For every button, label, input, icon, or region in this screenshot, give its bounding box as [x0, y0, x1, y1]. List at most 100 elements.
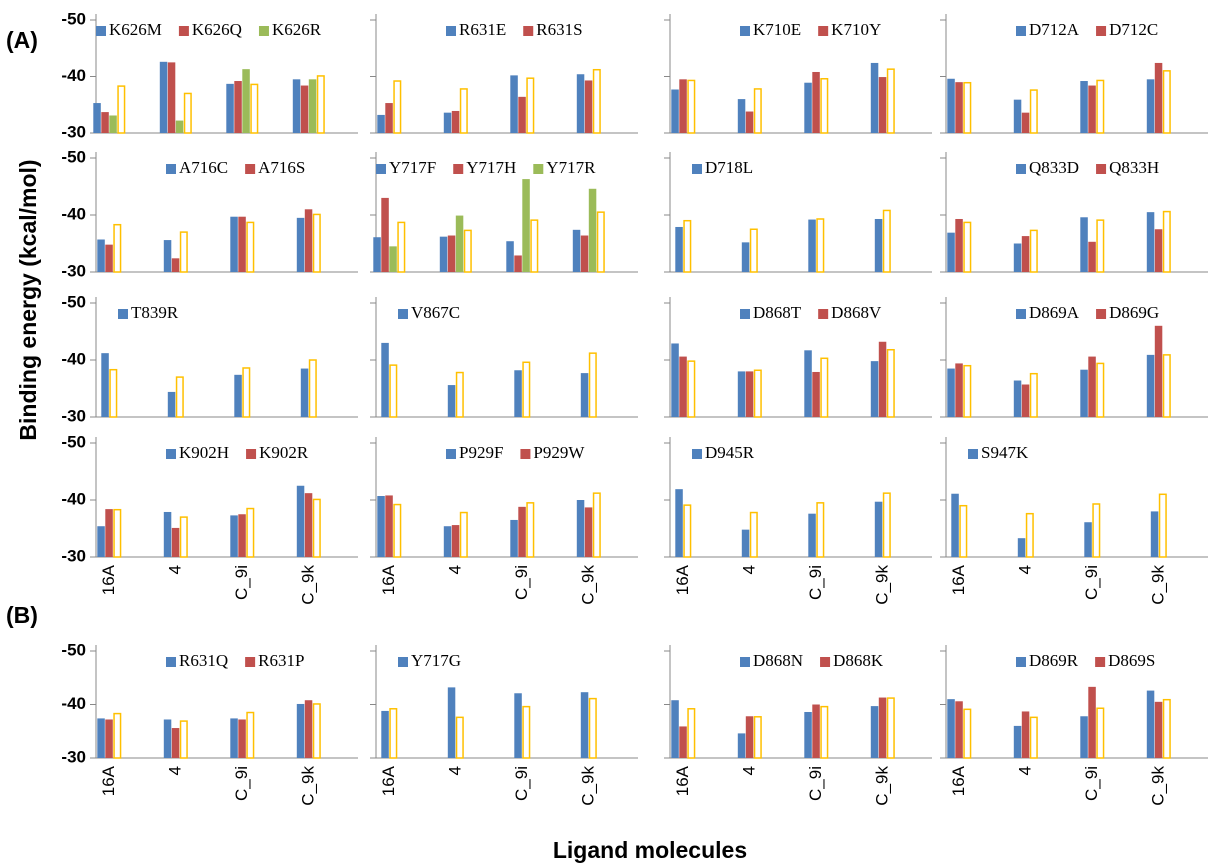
legend-label: P929F [459, 443, 503, 462]
legend-swatch [740, 657, 750, 667]
bar [514, 693, 522, 758]
x-tick-label: 16A [379, 765, 398, 796]
panel-a-label: (A) [6, 27, 38, 53]
bar [377, 496, 385, 557]
bar [580, 692, 589, 758]
bar [234, 374, 242, 417]
bar [296, 703, 305, 758]
bar [1092, 503, 1101, 558]
legend-swatch [818, 309, 829, 319]
legend-label: Q833H [1109, 158, 1159, 177]
bar [93, 103, 101, 133]
bar [679, 726, 687, 758]
bar [1080, 81, 1088, 133]
bar [1146, 690, 1155, 758]
x-tick-label: C_9k [872, 766, 891, 806]
legend-label: D868K [833, 651, 884, 670]
bar [451, 110, 460, 133]
bar [963, 364, 972, 418]
bar [105, 244, 113, 272]
legend-swatch [533, 164, 544, 174]
bar [163, 511, 172, 557]
bar [745, 371, 754, 417]
bar [1021, 711, 1030, 758]
bar [749, 511, 758, 558]
x-tick-label: C_9i [232, 766, 251, 801]
y-axis-title: Binding energy (kcal/mol) [15, 159, 41, 440]
x-tick-label: C_9k [1148, 565, 1167, 605]
legend-swatch [245, 657, 256, 667]
bar [300, 85, 309, 133]
bar [580, 235, 589, 272]
bar [175, 376, 184, 418]
bar [163, 240, 172, 272]
bar [808, 219, 816, 272]
bar [1013, 243, 1022, 272]
bar [816, 502, 825, 558]
legend-swatch [1096, 309, 1107, 319]
bar [588, 352, 597, 418]
bar [1146, 212, 1155, 272]
y-tick-label: -50 [61, 640, 86, 659]
bar [238, 514, 246, 557]
bar [101, 112, 109, 133]
bar [886, 68, 895, 134]
bar [506, 241, 514, 272]
bar [886, 697, 895, 759]
bar [304, 209, 313, 272]
bar [455, 371, 464, 418]
bar [109, 368, 118, 418]
bar [171, 728, 180, 758]
bar [447, 235, 456, 272]
legend-label: S947K [981, 443, 1029, 462]
legend-label: D945R [705, 443, 755, 462]
bar [584, 507, 593, 557]
bar [381, 342, 389, 417]
legend-label: D712A [1029, 20, 1080, 39]
bar [113, 508, 122, 558]
bar [955, 701, 963, 758]
bar [373, 237, 381, 272]
legend-swatch [453, 164, 464, 174]
x-tick-label: C_9i [1082, 766, 1101, 801]
bar [522, 705, 531, 759]
bar [393, 503, 402, 558]
bar [679, 79, 687, 133]
bar [1146, 79, 1155, 133]
x-tick-label: C_9k [578, 565, 597, 605]
legend-label: K626M [109, 20, 162, 39]
bar [242, 69, 250, 133]
bar [1029, 229, 1038, 273]
bar [955, 363, 963, 417]
bar [1013, 725, 1022, 758]
bar [753, 88, 762, 134]
legend-swatch [1016, 309, 1026, 319]
bar [238, 719, 246, 758]
x-tick-label: 16A [99, 765, 118, 796]
bar [741, 529, 750, 557]
bar [447, 385, 456, 417]
bar [576, 74, 585, 133]
bar [576, 500, 585, 557]
bar [308, 359, 317, 418]
bar [947, 232, 955, 272]
y-tick-label: -50 [61, 292, 86, 311]
legend-swatch [692, 164, 702, 174]
x-tick-label: C_9i [806, 766, 825, 801]
y-tick-label: -50 [61, 9, 86, 28]
bar [179, 720, 188, 759]
legend-swatch [246, 449, 257, 459]
bar [886, 348, 895, 418]
y-tick-label: -40 [61, 694, 86, 713]
bar [745, 111, 754, 133]
bar [675, 489, 683, 557]
y-tick-label: -40 [61, 66, 86, 85]
y-tick-label: -30 [61, 406, 86, 425]
bar [1154, 325, 1163, 417]
bar [687, 360, 696, 418]
bar [443, 112, 452, 133]
bar [514, 255, 522, 272]
legend-swatch [398, 657, 408, 667]
bar [1154, 62, 1163, 133]
